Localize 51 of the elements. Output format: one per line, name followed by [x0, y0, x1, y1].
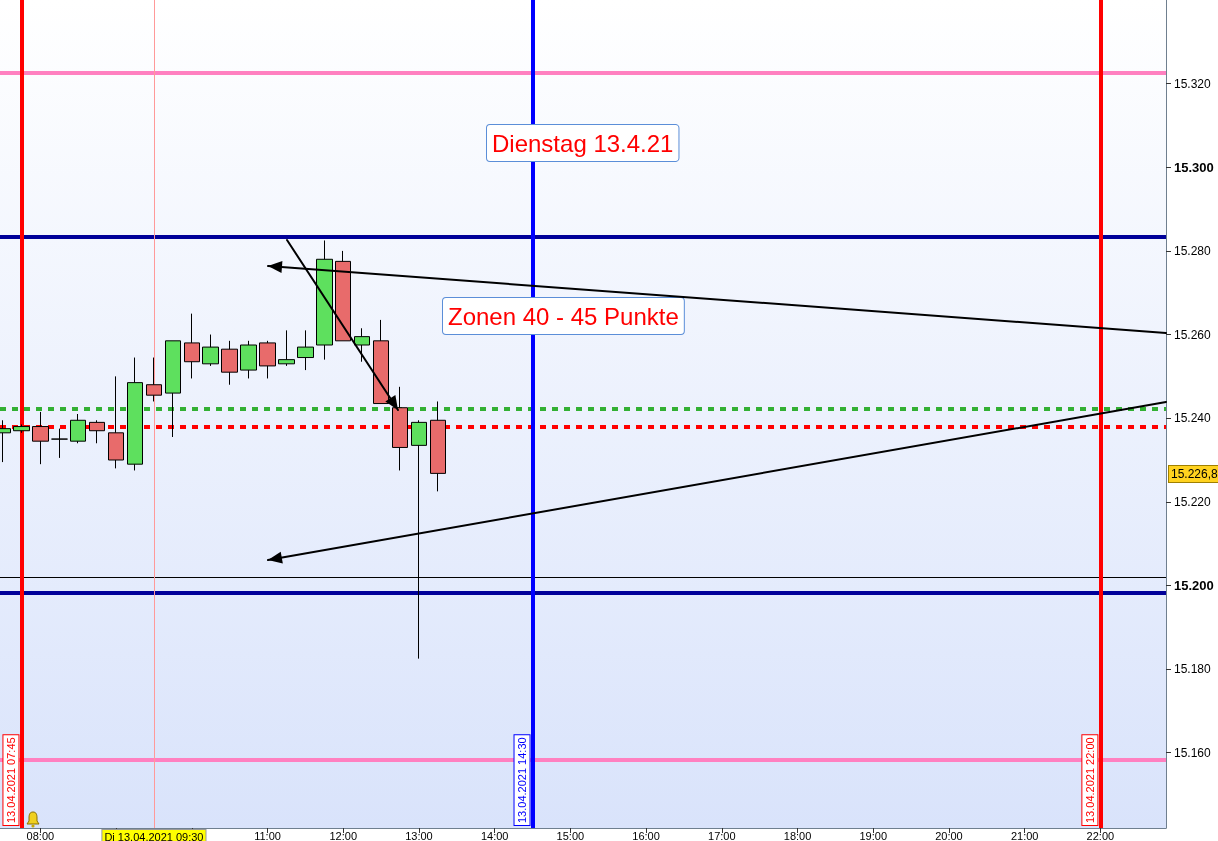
- x-tick-label: 18:00: [783, 829, 812, 841]
- annotation: Zonen 40 - 45 Punkte: [448, 302, 679, 330]
- candlestick: [108, 375, 124, 469]
- candlestick: [89, 419, 105, 444]
- candlestick: [335, 250, 351, 342]
- candlestick: [202, 334, 219, 367]
- y-tick-label: 15.300: [1174, 159, 1214, 175]
- y-tick-label: 15.320: [1174, 76, 1212, 91]
- candlestick: [430, 400, 446, 492]
- candlestick: [32, 411, 49, 465]
- x-tick-label: 16:00: [632, 829, 660, 841]
- candlestick: [316, 239, 333, 361]
- ref-line-label: 13.04.2021 07:45: [4, 737, 17, 823]
- candlestick: [297, 329, 314, 371]
- y-tick-label: 15.200: [1174, 577, 1214, 593]
- ref-line-label: 13.04.2021 14:30: [516, 737, 529, 823]
- x-tick-label: 13:00: [405, 829, 433, 841]
- candlestick: [13, 423, 30, 434]
- x-tick-label: 15:00: [556, 829, 585, 841]
- y-tick-label: 15.160: [1174, 745, 1212, 760]
- candlestick: [127, 357, 143, 471]
- y-tick-label: 15.220: [1174, 494, 1212, 509]
- candlestick: [184, 313, 200, 379]
- x-tick-label: 12:00: [329, 829, 357, 841]
- x-tick-label: 17:00: [708, 829, 736, 841]
- candlestick: [165, 340, 181, 438]
- x-tick-label: 19:00: [859, 829, 887, 841]
- candlestick: [221, 340, 238, 386]
- x-tick-label: 22:00: [1086, 829, 1115, 841]
- candlestick: [373, 319, 389, 405]
- y-tick-label: 15.240: [1174, 411, 1212, 426]
- x-tick-label: 14:00: [480, 829, 509, 841]
- candlestick: [259, 340, 276, 379]
- ref-line-label: Di 13.04.2021 09:30: [104, 830, 204, 841]
- x-tick-label: 21:00: [1010, 829, 1039, 841]
- x-tick-label: 11:00: [254, 829, 281, 841]
- y-tick-label: 15.280: [1174, 243, 1212, 258]
- candlestick: [392, 386, 408, 471]
- ref-line-label: 13.04.2021 22:00: [1083, 737, 1096, 823]
- candlestick: [278, 329, 295, 367]
- x-tick-label: 20:00: [935, 829, 963, 841]
- candlestick: [146, 357, 162, 402]
- candlestick: [240, 340, 257, 379]
- annotation: Dienstag 13.4.21: [492, 129, 674, 157]
- y-tick-label: 15.260: [1174, 327, 1212, 342]
- candlestick: [70, 413, 86, 444]
- x-tick-label: 08:00: [26, 829, 55, 841]
- candlestick: [354, 327, 370, 363]
- candlestick: [51, 428, 68, 459]
- text: 15.226,8: [1171, 467, 1218, 481]
- y-tick-label: 15.180: [1174, 662, 1212, 677]
